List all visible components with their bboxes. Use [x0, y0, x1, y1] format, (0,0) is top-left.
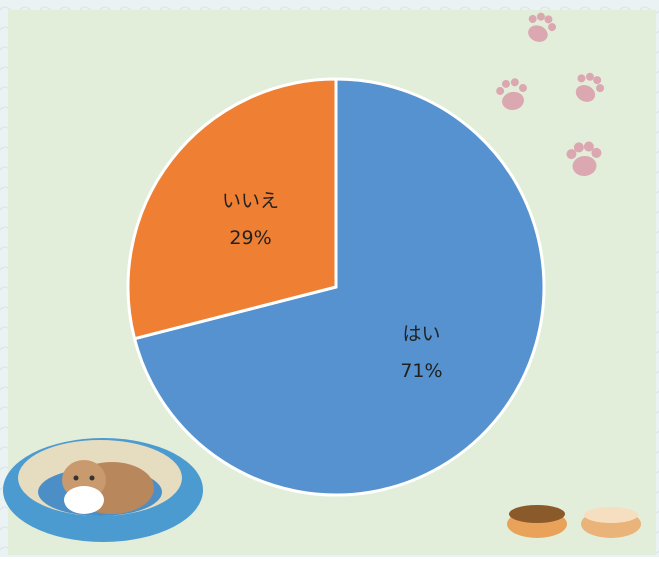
pie-slice [132, 77, 546, 497]
slice-category-label: いいえ [222, 190, 279, 212]
paw-prints [496, 12, 605, 176]
slice-category-label: はい [402, 323, 440, 345]
pie-slice [126, 77, 338, 341]
slice-value-label: 71% [400, 360, 442, 382]
pie: はい 71% いいえ 29% [126, 77, 546, 497]
food-bowls [507, 505, 641, 538]
cat-bed [3, 438, 203, 542]
slice-value-label: 29% [229, 227, 271, 249]
